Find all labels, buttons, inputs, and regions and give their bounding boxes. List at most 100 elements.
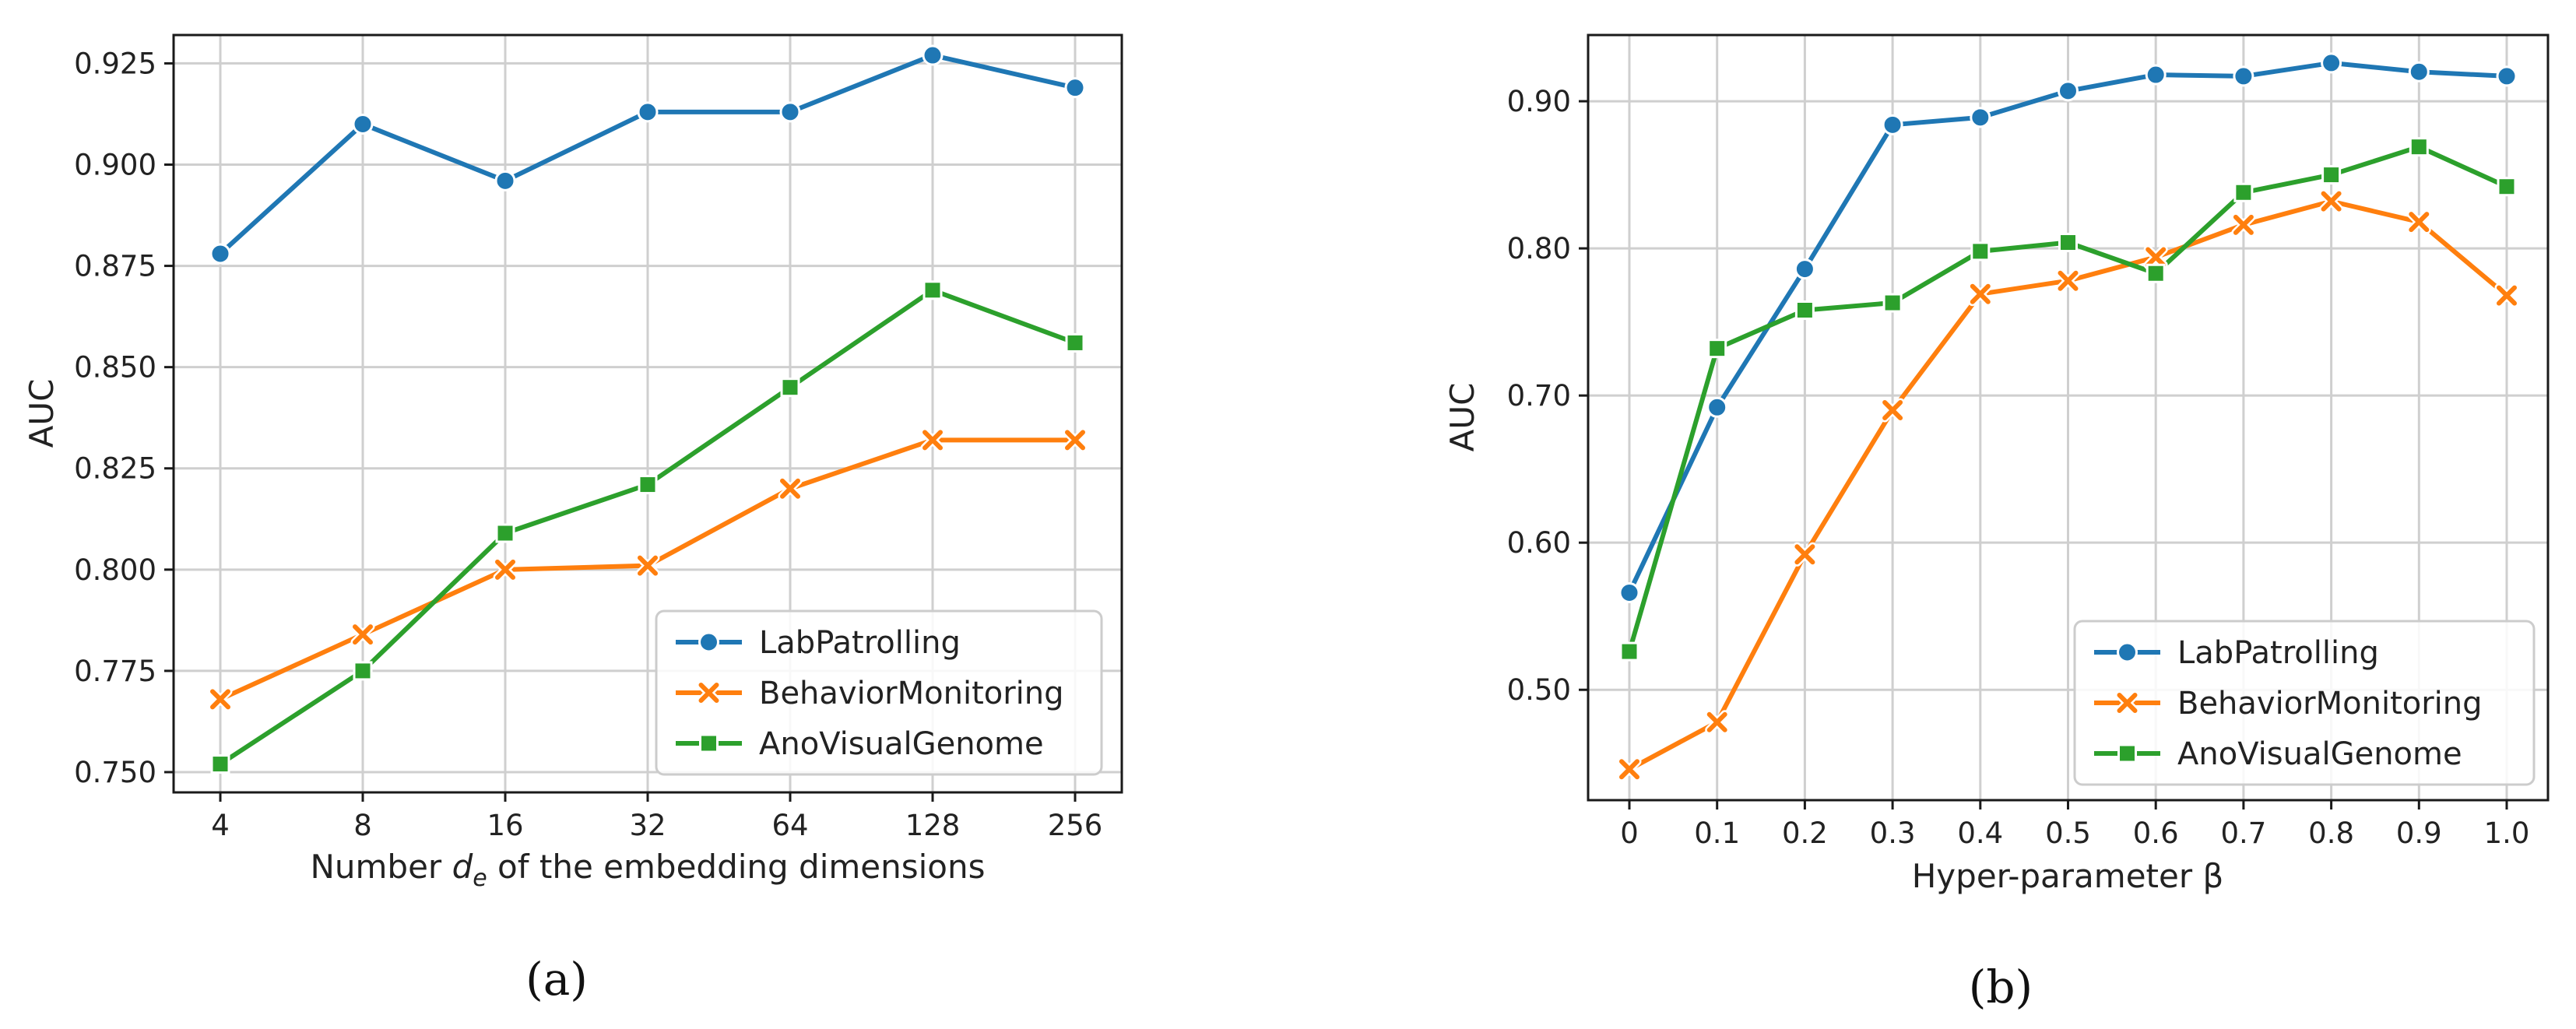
panel-b-legend-swatch-marker [2115,690,2139,715]
panel-b-legend-swatch-marker [2117,641,2138,663]
panel-a-legend-entry-behavior-monitoring: BehaviorMonitoring [676,676,1064,711]
panel-a-x-tick-label: 4 [211,809,230,842]
panel-b-legend-swatch-marker [2117,743,2137,764]
panel-a-y-tick-label: 0.900 [74,149,156,182]
panel-b-lab-patrolling-point [2408,61,2430,83]
panel-a-x-tick-label: 32 [629,809,666,842]
panel-a-y-tick-label: 0.750 [74,756,156,789]
panel-a-x-ticks: 4 8 16 32 64 128 256 [211,792,1102,842]
panel-a-series [208,44,1088,774]
panel-a-legend-swatch-marker [699,733,719,753]
panel-b-legend-label: LabPatrolling [2177,635,2379,671]
panel-b-ano-visual-genome-point [2233,182,2254,202]
panel-b-x-tick-label: 0.3 [1870,817,1916,850]
panel-b-y-axis-label: AUC [1443,383,1481,452]
panel-a-y-axis-label: AUC [23,379,61,448]
panel-b-x-tick-label: 0.9 [2396,817,2442,850]
panel-b-x-tick-label: 0 [1620,817,1639,850]
panel-b-behavior-monitoring-point [1792,542,1817,567]
panel-a-x-axis-label: Number de of the embedding dimensions [310,848,985,892]
panel-b-lab-patrolling-point [2496,65,2518,87]
panel-b-x-tick-label: 0.2 [1782,817,1828,850]
panel-a-behavior-monitoring-point [493,557,518,582]
panel-b-y-tick-label: 0.80 [1507,232,1571,265]
panel-a-ano-visual-genome-point [210,754,230,774]
panel-b-ano-visual-genome-point [1882,293,1903,313]
panel-b-behavior-monitoring-point [1705,710,1730,735]
panel-a-legend-label: AnoVisualGenome [759,726,1044,762]
panel-a-ano-visual-genome-point [353,661,373,681]
panel-b-y-ticks: 0.50 0.60 0.70 0.80 0.90 [1507,85,1588,707]
panel-b-ano-visual-genome-point [2058,233,2078,253]
panel-b-legend-entry-lab-patrolling: LabPatrolling [2094,635,2379,671]
panel-a-lab-patrolling-point [1064,77,1086,99]
panel-a-behavior-monitoring-point [350,622,375,647]
panel-a-legend-swatch-marker [698,631,719,653]
panel-a-ano-visual-genome-point [638,475,658,495]
panel-a-x-tick-label: 8 [353,809,372,842]
panel-b-ano-visual-genome-point [2321,165,2342,185]
panel-b-ano-visual-genome-point [2145,263,2166,283]
panel-b-behavior-monitoring-point [1968,282,1993,307]
panel-b-ano-visual-genome-point [2497,177,2517,197]
panel-a-behavior-monitoring-point [1063,427,1088,452]
panel-a-lab-patrolling-point [209,243,231,265]
panel-a-y-ticks: 0.750 0.775 0.800 0.825 0.850 0.875 0.900 0.925 [74,47,174,789]
panel-b-lab-patrolling-point [1970,107,1991,128]
panel-b-behavior-monitoring-point [2494,283,2519,308]
panel-b-behavior-monitoring-point [2143,244,2168,269]
panel-a-lab-patrolling-point [779,101,801,123]
panel-a-y-tick-label: 0.825 [74,452,156,486]
panel-b-ano-visual-genome-point [1794,300,1815,321]
panel-b-lab-patrolling-point [2233,65,2254,87]
panel-b-x-ticks: 0 0.1 0.2 0.3 0.4 0.5 0.6 0.7 0.8 0.9 1.0 [1620,800,2529,850]
panel-b-series [1617,52,2519,781]
panel-b-lab-patrolling-point [2321,52,2342,74]
panel-b-x-tick-label: 0.4 [1957,817,2003,850]
panel-b-legend-entry-behavior-monitoring: BehaviorMonitoring [2094,686,2483,722]
panel-a-grid [174,35,1122,792]
panel-b-legend: LabPatrolling BehaviorMonitoring AnoVisual… [2073,620,2536,786]
panel-b-legend-entry-ano-visual-genome: AnoVisualGenome [2094,736,2462,772]
panel-a-behavior-monitoring-point [778,476,803,501]
panel-a-lab-patrolling-point [922,44,944,66]
panel-a-legend-label: BehaviorMonitoring [759,676,1064,711]
panel-b-y-tick-label: 0.70 [1507,379,1571,413]
panel-b-ano-visual-genome-point [1619,641,1639,662]
panel-a-y-tick-label: 0.875 [74,250,156,283]
panel-a-ano-visual-genome-point [780,378,800,398]
panel-b-behavior-monitoring-point [1880,398,1905,423]
panel-a-behavior-monitoring-point [920,427,945,452]
panel-b-behavior-monitoring-point [2056,269,2080,293]
panel-b-caption: (b) [1969,961,2033,1013]
panel-a-x-tick-label: 64 [771,809,808,842]
panel-b-y-tick-label: 0.60 [1507,526,1571,560]
panel-a-ano-visual-genome-point [1065,332,1085,353]
panel-a-lab-patrolling-point [352,113,374,135]
panel-b-lab-patrolling-point [1706,396,1728,418]
panel-a-x-tick-label: 256 [1048,809,1103,842]
panel-b-behavior-monitoring-point [2231,212,2256,237]
panel-b-x-tick-label: 0.8 [2308,817,2354,850]
panel-a-x-tick-label: 128 [905,809,961,842]
panel-a-lab-patrolling-point [494,170,516,191]
panel-b-x-tick-label: 0.1 [1694,817,1740,850]
panel-a-behavior-monitoring-point [208,687,233,711]
panel-a-x-tick-label: 16 [487,809,523,842]
panel-a-y-tick-label: 0.850 [74,351,156,385]
panel-a-caption: (a) [525,953,588,1006]
panel-a-chart: 0.750 0.775 0.800 0.825 0.850 0.875 0.900 0.925… [23,33,1123,1006]
panel-a-y-tick-label: 0.800 [74,553,156,587]
panel-a-legend-entry-ano-visual-genome: AnoVisualGenome [676,726,1044,762]
panel-a-behavior-monitoring-point [635,553,660,578]
panel-a-lab-patrolling-point [637,101,659,123]
panel-b-x-tick-label: 1.0 [2484,817,2530,850]
panel-b-lab-patrolling-point [1618,581,1640,603]
panel-b-x-tick-label: 0.5 [2045,817,2091,850]
panel-a-legend: LabPatrolling BehaviorMonitoring AnoVisual… [655,609,1103,776]
panel-a-y-tick-label: 0.775 [74,655,156,688]
panel-b-lab-patrolling-point [1882,114,1903,135]
panel-a-legend-swatch-marker [697,680,721,705]
panel-b-behavior-monitoring-point [2406,209,2431,234]
